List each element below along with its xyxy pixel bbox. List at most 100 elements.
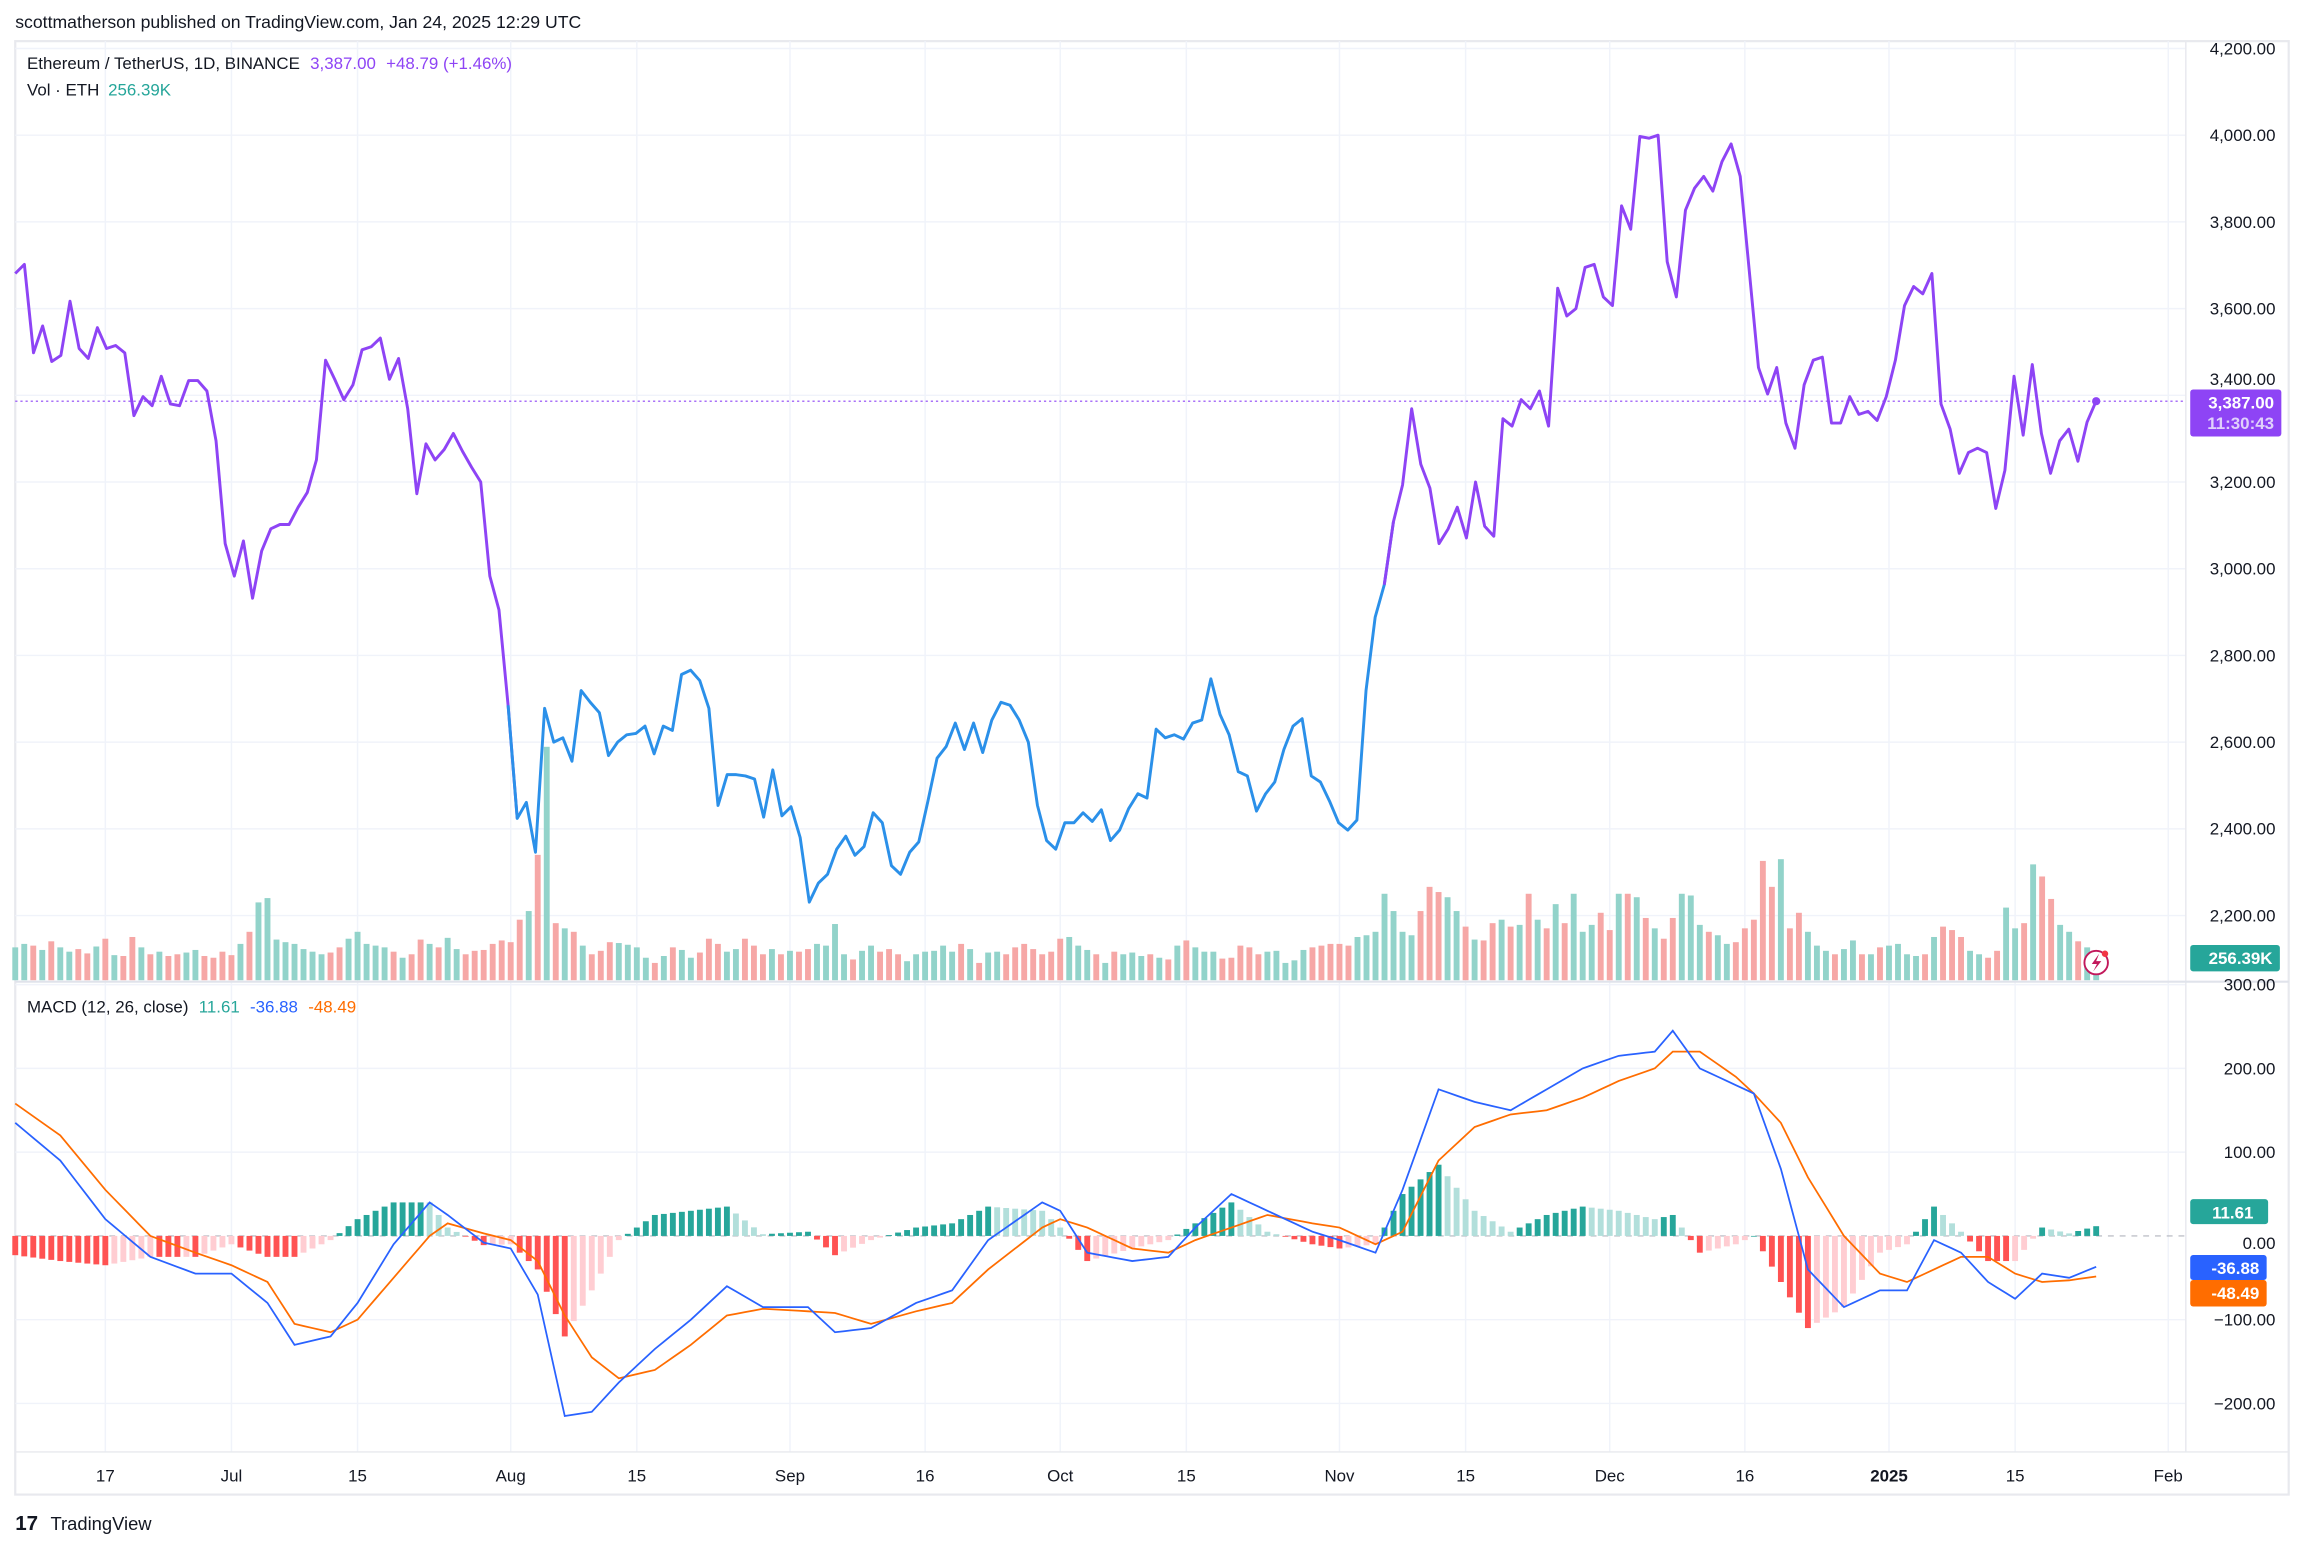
macd-histogram-bar — [1588, 1207, 1595, 1236]
time-axis-label: 15 — [348, 1466, 367, 1485]
tradingview-logo-text: TradingView — [51, 1513, 153, 1534]
time-axis-label: 2025 — [1870, 1466, 1908, 1485]
volume-bar — [489, 943, 496, 981]
volume-bar — [12, 947, 19, 981]
macd-histogram-bar — [390, 1202, 397, 1236]
macd-histogram-bar — [1039, 1210, 1046, 1236]
macd-histogram-bar — [219, 1235, 226, 1248]
tradingview-logo-icon: 17 — [15, 1512, 38, 1535]
volume-bar — [1021, 943, 1028, 981]
volume-bar — [57, 947, 64, 981]
volume-bar — [2048, 898, 2055, 981]
macd-histogram-bar — [426, 1202, 433, 1236]
volume-bar — [1084, 949, 1091, 981]
price-line — [14, 133, 2098, 904]
volume-bar — [1750, 919, 1757, 981]
macd-histogram-bar — [1768, 1235, 1775, 1267]
volume-bar — [642, 957, 649, 981]
macd-axis-label: −200.00 — [2214, 1394, 2276, 1413]
macd-histogram-bar — [1075, 1235, 1082, 1250]
macd-histogram-bar — [2084, 1228, 2091, 1236]
volume-bar — [435, 947, 442, 981]
macd-histogram-bar — [129, 1235, 136, 1261]
tradingview-logo[interactable]: 17 TradingView — [15, 1512, 152, 1535]
signal-label-bg — [2190, 1280, 2267, 1307]
macd-histogram-bar — [1156, 1235, 1163, 1243]
macd-histogram-bar — [705, 1208, 712, 1236]
macd-histogram-bar — [931, 1225, 938, 1236]
macd-histogram-bar — [1219, 1207, 1226, 1236]
macd-histogram-bar — [444, 1227, 451, 1236]
macd-histogram-bar — [1489, 1221, 1496, 1236]
volume-bar — [1309, 947, 1316, 981]
volume-bar — [1804, 931, 1811, 981]
macd-histogram-bar — [1714, 1235, 1721, 1249]
volume-bar — [21, 943, 28, 981]
volume-bar — [1985, 957, 1992, 981]
time-axis-label: 15 — [1456, 1466, 1475, 1485]
volume-bar — [1165, 959, 1172, 981]
price-axis-label: 2,200.00 — [2210, 906, 2276, 925]
macd-histogram-bar — [1931, 1206, 1937, 1236]
volume-bar — [823, 945, 829, 981]
volume-bar — [886, 949, 892, 981]
macd-histogram-bar — [895, 1232, 902, 1236]
macd-histogram-bar — [1940, 1214, 1946, 1236]
macd-histogram-bar — [1696, 1235, 1703, 1253]
volume-legend-title[interactable]: Vol · ETH — [27, 81, 99, 100]
lightning-icon[interactable] — [2083, 949, 2109, 976]
macd-histogram-bar — [399, 1202, 406, 1236]
macd-histogram-bar — [21, 1235, 28, 1257]
volume-bar — [696, 952, 703, 981]
symbol-title[interactable]: Ethereum / TetherUS, 1D, BINANCE — [27, 54, 300, 73]
volume-bar — [228, 955, 235, 981]
macd-histogram-bar — [615, 1235, 622, 1241]
time-axis-label: 15 — [1177, 1466, 1196, 1485]
bar-countdown: 11:30:43 — [2207, 414, 2274, 433]
volume-bar — [1003, 954, 1010, 981]
macd-axis-label: 0.00 — [2243, 1234, 2276, 1253]
macd-histogram-bar — [1345, 1235, 1352, 1248]
macd-histogram-bar — [1327, 1235, 1334, 1248]
volume-bar — [2057, 924, 2064, 981]
macd-histogram-bar — [769, 1233, 775, 1236]
volume-bar — [1408, 935, 1415, 981]
volume-bar — [597, 950, 604, 981]
volume-bar — [48, 941, 55, 981]
volume-bar — [1588, 924, 1595, 981]
macd-histogram-bar — [967, 1214, 974, 1236]
volume-bar — [1606, 930, 1613, 981]
volume-bar — [1300, 949, 1307, 981]
volume-bar — [723, 951, 730, 981]
macd-histogram-bar — [1318, 1235, 1325, 1246]
price-axis-label: 2,600.00 — [2210, 733, 2276, 752]
axes: 4,200.00 4,000.00 3,800.00 3,600.00 3,400.00… — [96, 39, 2276, 1485]
volume-bar — [165, 956, 172, 981]
volume-bar — [1552, 904, 1559, 981]
macd-histogram-bar — [210, 1235, 217, 1251]
volume-bar — [210, 957, 217, 981]
volume-bar — [588, 954, 595, 981]
volume-bar — [147, 954, 154, 981]
macd-histogram-bar — [1372, 1235, 1379, 1245]
volume-bar — [1831, 954, 1838, 981]
volume-bar — [1246, 947, 1253, 981]
volume-bar — [1390, 911, 1397, 981]
volume-bar — [805, 949, 811, 981]
volume-bar — [1516, 924, 1523, 981]
macd-histogram-bar — [1021, 1209, 1028, 1236]
volume-bar — [1120, 954, 1127, 981]
last-price-value: 3,387.00 — [2208, 394, 2274, 413]
time-axis-label: Nov — [1324, 1466, 1355, 1485]
volume-bar — [354, 931, 361, 981]
macd-histogram-bar — [1651, 1219, 1658, 1236]
volume-bar — [877, 951, 883, 981]
macd-histogram-bar — [651, 1214, 658, 1236]
macd-histogram-bar — [1678, 1227, 1685, 1236]
macd-histogram-bar — [1453, 1187, 1460, 1236]
volume-bar — [1498, 919, 1505, 981]
volume-bar — [1579, 931, 1586, 981]
price-axis-label: 4,200.00 — [2210, 39, 2276, 58]
macd-legend-title[interactable]: MACD (12, 26, close) — [27, 998, 188, 1017]
